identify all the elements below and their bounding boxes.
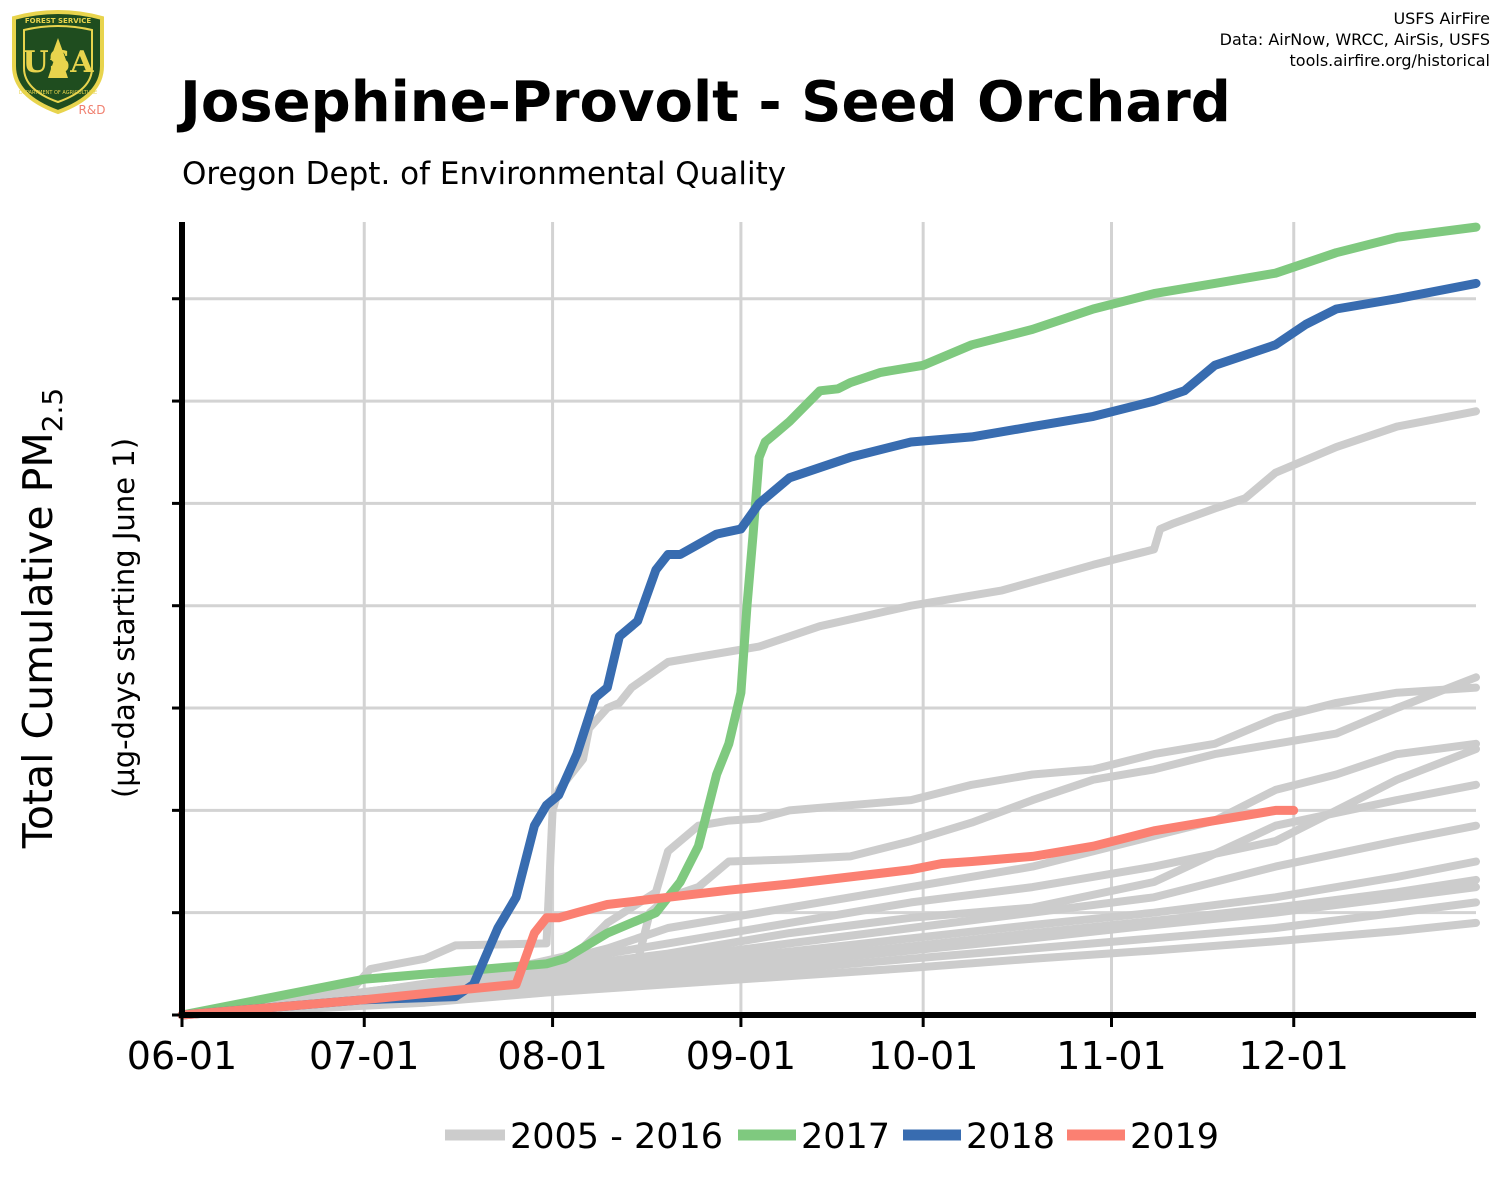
tree-icon: [48, 38, 68, 78]
y-axis-title: Total Cumulative PM2.5: [14, 388, 69, 849]
y-axis-note-text: (µg-days starting June 1): [107, 438, 141, 798]
credit-line: tools.airfire.org/historical: [1289, 51, 1490, 70]
x-tick-label: 07-01: [309, 1034, 419, 1078]
x-tick-label: 09-01: [686, 1034, 796, 1078]
highlight-series-group: [177, 222, 1481, 1020]
axes: [172, 222, 1476, 1027]
legend: 2005 - 2016 2017 2018 2019: [445, 1117, 1219, 1157]
logo-top-text: FOREST SERVICE: [25, 17, 92, 25]
x-tick-label: 08-01: [497, 1034, 607, 1078]
x-tick-label: 11-01: [1056, 1034, 1166, 1078]
y-axis-labels: Total Cumulative PM2.5 (µg-days starting …: [14, 388, 141, 849]
logo-bottom-text: DEPARTMENT OF AGRICULTURE: [19, 90, 97, 96]
y-axis-title-main: Total Cumulative PM: [14, 432, 62, 849]
credit-line: Data: AirNow, WRCC, AirSis, USFS: [1219, 30, 1490, 49]
usfs-shield-logo: FOREST SERVICE USA DEPARTMENT OF AGRICUL…: [12, 10, 106, 117]
legend-label: 2019: [1130, 1117, 1219, 1157]
credit-line: USFS AirFire: [1393, 9, 1490, 28]
x-tick-label: 12-01: [1239, 1034, 1349, 1078]
series-line-2019: [177, 805, 1299, 1020]
series-line-2018: [177, 278, 1481, 1020]
x-tick-label: 06-01: [127, 1034, 237, 1078]
x-tick-label: 10-01: [868, 1034, 978, 1078]
chart-subtitle: Oregon Dept. of Environmental Quality: [182, 156, 787, 192]
historical-series-line: [178, 407, 1480, 1019]
legend-label: 2005 - 2016: [510, 1117, 723, 1157]
logo-rd-text: R&D: [79, 103, 106, 117]
x-tick-labels: 06-01 07-01 08-01 09-01 10-01 11-01 12-01: [127, 1034, 1349, 1078]
credits: USFS AirFire Data: AirNow, WRCC, AirSis,…: [1220, 8, 1490, 71]
historical-series-line: [178, 780, 1480, 1019]
legend-label: 2018: [966, 1117, 1055, 1157]
series-line-2017: [177, 222, 1481, 1020]
legend-label: 2017: [801, 1117, 890, 1157]
y-axis-note: (µg-days starting June 1): [107, 438, 141, 798]
historical-series-group: [178, 407, 1480, 1019]
chart-title: Josephine-Provolt - Seed Orchard: [180, 70, 1231, 135]
historical-series-line: [178, 918, 1480, 1019]
y-axis-title-subscript: 2.5: [36, 388, 69, 433]
y-axis-title-text: Total Cumulative PM2.5: [14, 388, 69, 849]
